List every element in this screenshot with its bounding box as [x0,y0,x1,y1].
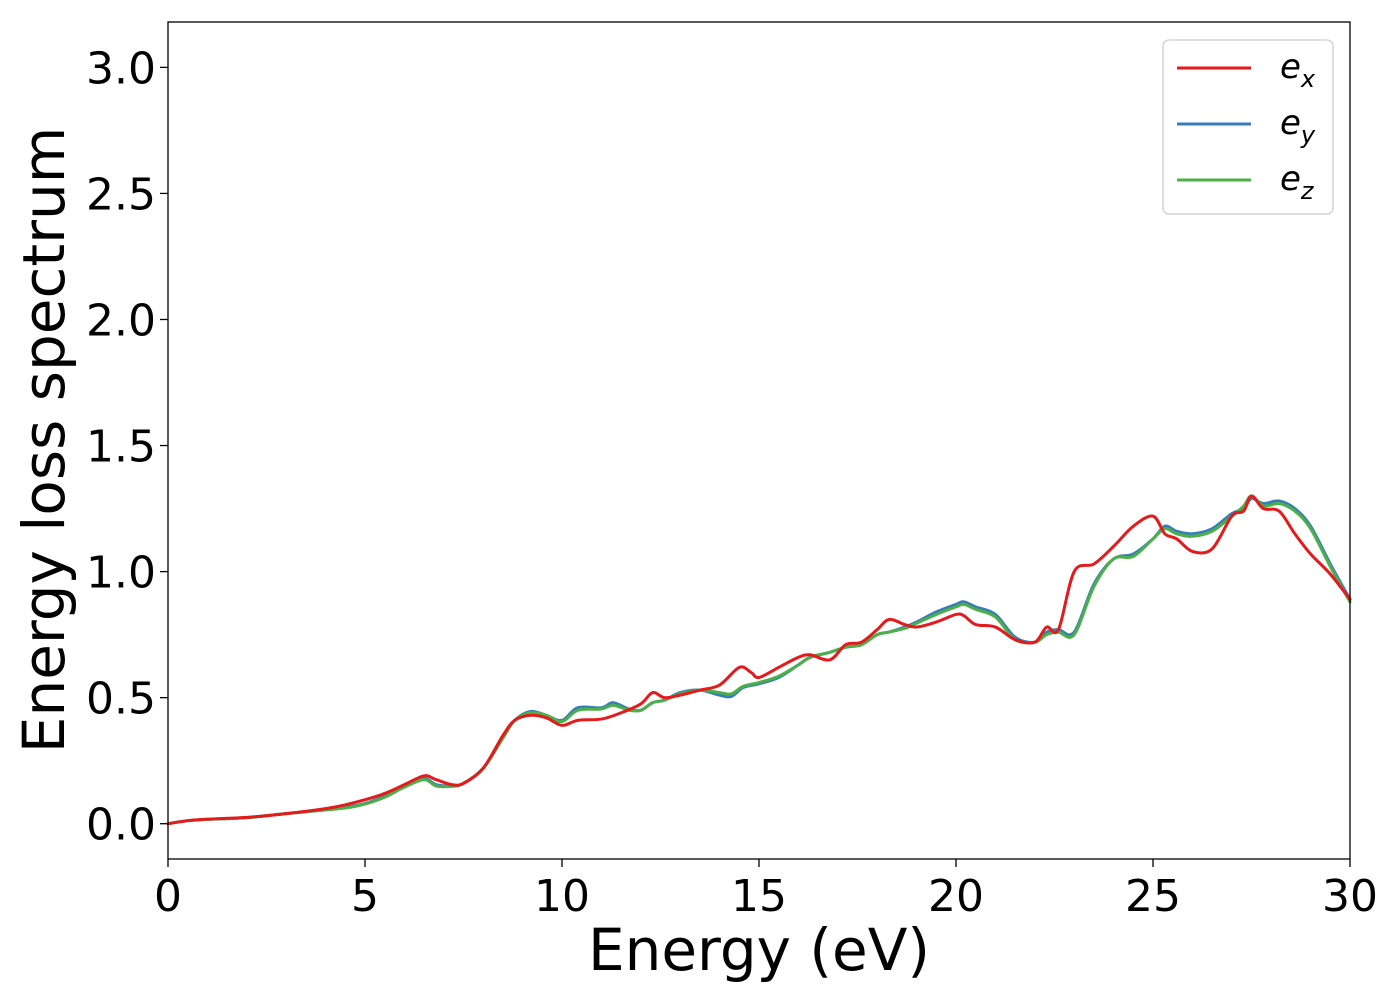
legend-label-base: e [1280,159,1301,199]
x-tick-label: 30 [1322,871,1378,922]
x-axis-label: Energy (eV) [588,916,930,984]
x-tick-label: 15 [731,871,787,922]
legend-label-subscript: z [1300,177,1315,205]
y-axis-label: Energy loss spectrum [10,127,78,753]
legend-label-x: ex [1280,47,1316,93]
legend-label-subscript: x [1300,65,1316,93]
legend-box [1162,39,1334,215]
y-axis: 0.0 0.5 1.0 1.5 2.0 2.5 3.0 [86,43,168,851]
x-tick-label: 25 [1125,871,1181,922]
x-axis: 0 5 10 15 20 25 30 [154,859,1378,922]
y-tick-label: 0.0 [86,800,156,851]
legend-label-subscript: y [1300,121,1316,149]
x-tick-label: 20 [928,871,984,922]
x-tick-label: 10 [534,871,590,922]
legend-label-base: e [1280,103,1301,143]
y-tick-label: 0.5 [86,674,156,725]
x-tick-label: 5 [351,871,379,922]
series-line-z [166,494,1352,826]
series-layer [166,494,1352,826]
y-tick-label: 1.0 [86,548,156,599]
y-tick-label: 2.5 [86,169,156,220]
legend-label-y: ey [1280,103,1316,149]
y-tick-label: 2.0 [86,295,156,346]
legend-label-z: ez [1280,159,1315,205]
y-tick-label: 1.5 [86,422,156,473]
series-line-x [166,494,1352,826]
legend-label-base: e [1280,47,1301,87]
y-tick-label: 3.0 [86,43,156,94]
x-tick-label: 0 [154,871,182,922]
